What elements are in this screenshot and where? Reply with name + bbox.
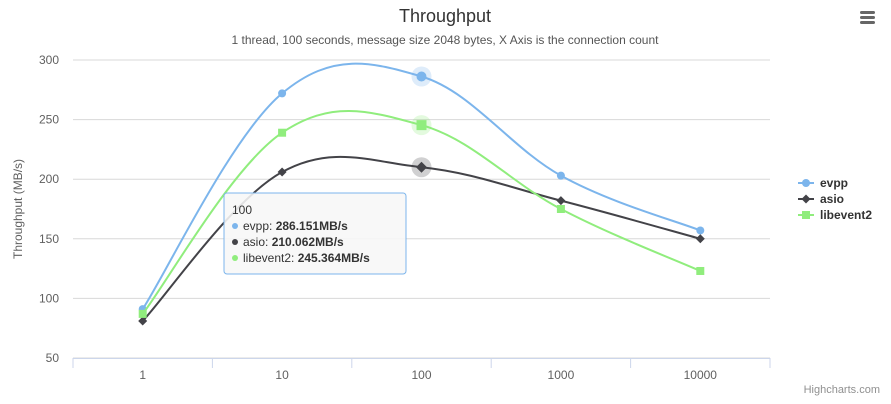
legend-label: libevent2: [820, 208, 872, 222]
data-point-libevent2[interactable]: [138, 309, 147, 318]
data-point-asio[interactable]: [138, 316, 148, 326]
data-point-evpp[interactable]: [556, 171, 565, 180]
y-tick-label: 50: [46, 351, 60, 365]
tooltip-series-value: 286.151MB/s: [276, 219, 348, 233]
data-point-evpp[interactable]: [278, 89, 287, 98]
x-tick-label: 10000: [684, 368, 718, 382]
data-point-evpp[interactable]: [416, 71, 427, 82]
tooltip-bullet: [232, 223, 238, 229]
hamburger-menu-icon: [860, 11, 875, 24]
series-asio: [138, 155, 705, 326]
legend-marker[interactable]: [801, 194, 811, 204]
tooltip-bullet: [232, 239, 238, 245]
x-tick-label: 100: [411, 368, 431, 382]
series-layer: [138, 62, 705, 326]
legend-marker[interactable]: [802, 211, 810, 219]
tooltip-series-name: libevent2:: [243, 251, 298, 265]
tooltip-header: 100: [232, 203, 252, 217]
tooltip-bullet: [232, 255, 238, 261]
chart-subtitle: 1 thread, 100 seconds, message size 2048…: [232, 33, 660, 47]
x-tick-label: 1: [139, 368, 146, 382]
legend-label: asio: [820, 192, 844, 206]
tooltip-rows: evpp: 286.151MB/s asio: 210.062MB/s libeve…: [232, 219, 370, 265]
y-tick-label: 250: [39, 113, 59, 127]
y-tick-label: 300: [39, 53, 59, 67]
data-point-evpp[interactable]: [696, 226, 705, 235]
data-point-asio[interactable]: [556, 196, 566, 206]
legend-item-libevent2[interactable]: libevent2: [798, 208, 872, 222]
tooltip-row-asio: asio: 210.062MB/s: [243, 235, 344, 249]
legend-item-asio[interactable]: asio: [798, 192, 844, 206]
legend-marker[interactable]: [802, 179, 810, 187]
y-axis-ticks: 50 100 150 200 250 300: [39, 53, 59, 365]
tooltip-row-evpp: evpp: 286.151MB/s: [243, 219, 348, 233]
credits-link[interactable]: Highcharts.com: [804, 384, 880, 396]
y-grid-lines: [73, 59, 770, 359]
data-point-libevent2[interactable]: [278, 128, 287, 137]
x-axis: 1 10 100 1000 10000: [72, 358, 771, 382]
series-evpp: [138, 62, 705, 314]
legend-label: evpp: [820, 176, 848, 190]
y-tick-label: 150: [39, 232, 59, 246]
tooltip-row-libevent2: libevent2: 245.364MB/s: [243, 251, 370, 265]
y-axis-label: Throughput (MB/s): [11, 159, 25, 259]
legend: evpp asio libevent2: [798, 176, 872, 222]
series-line-libevent2: [141, 109, 701, 315]
tooltip-series-name: asio:: [243, 235, 272, 249]
tooltip-series-name: evpp:: [243, 219, 276, 233]
data-point-libevent2[interactable]: [696, 266, 705, 275]
context-menu-button[interactable]: [854, 6, 880, 28]
chart-title: Throughput: [399, 6, 491, 26]
series-libevent2: [138, 109, 705, 318]
y-tick-label: 100: [39, 291, 59, 305]
data-point-asio[interactable]: [277, 167, 287, 177]
tooltip-series-value: 210.062MB/s: [272, 235, 344, 249]
hover-highlights: [411, 66, 432, 178]
series-line-evpp: [141, 62, 701, 310]
data-point-asio[interactable]: [416, 161, 427, 173]
x-tick-label: 1000: [548, 368, 575, 382]
y-tick-label: 200: [39, 172, 59, 186]
data-point-asio[interactable]: [695, 234, 705, 244]
data-point-libevent2[interactable]: [556, 205, 565, 213]
tooltip-box: [223, 192, 407, 275]
tooltip-series-value: 245.364MB/s: [298, 251, 370, 265]
tooltip: 100 evpp: 286.151MB/s asio: 210.062MB/s li…: [223, 192, 407, 275]
data-point-libevent2[interactable]: [416, 120, 427, 131]
legend-item-evpp[interactable]: evpp: [798, 176, 848, 190]
x-tick-label: 10: [275, 368, 289, 382]
